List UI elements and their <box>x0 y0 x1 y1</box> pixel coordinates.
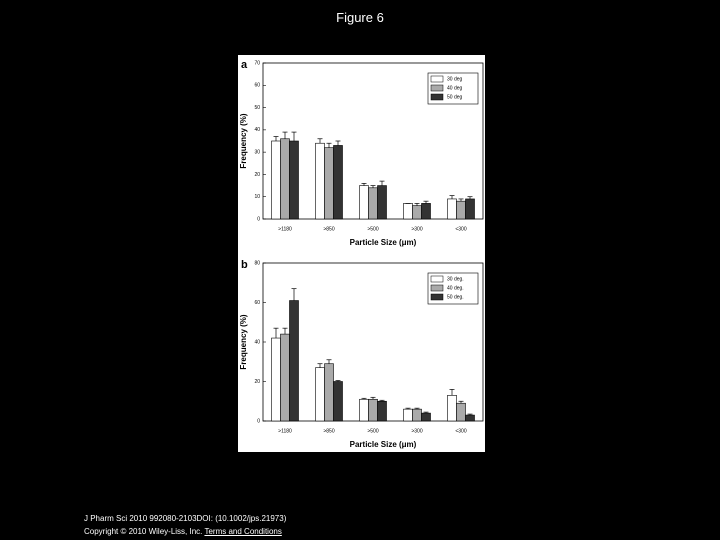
bar <box>403 203 413 220</box>
bar <box>412 205 422 220</box>
panel-label: b <box>241 259 248 271</box>
y-tick-label: 60 <box>254 300 260 306</box>
y-tick-label: 20 <box>254 379 260 385</box>
bar <box>447 395 457 422</box>
bar <box>368 398 378 422</box>
terms-link[interactable]: Terms and Conditions <box>204 527 282 536</box>
y-tick-label: 60 <box>254 83 260 89</box>
legend-swatch <box>430 84 444 92</box>
bar <box>324 363 334 422</box>
y-tick-label: 40 <box>254 127 260 133</box>
bar <box>315 367 325 422</box>
x-tick-label: >1180 <box>278 226 292 232</box>
copyright-line: Copyright © 2010 Wiley-Liss, Inc. Terms … <box>84 527 282 536</box>
y-tick-label: 70 <box>254 60 260 66</box>
bar <box>315 142 325 220</box>
bar <box>271 337 281 422</box>
bar <box>324 147 334 220</box>
slide-title: Figure 6 <box>336 10 384 25</box>
x-axis-label: Particle Size (μm) <box>350 440 417 449</box>
x-tick-label: >300 <box>411 428 422 434</box>
bar <box>377 400 387 422</box>
bar <box>421 412 431 422</box>
x-tick-label: >500 <box>367 226 378 232</box>
bar <box>271 140 281 220</box>
citation: J Pharm Sci 2010 992080-2103DOI: (10.100… <box>84 514 287 523</box>
y-tick-label: 0 <box>257 216 260 222</box>
y-axis-label: Frequency (%) <box>239 314 248 369</box>
bar <box>456 200 466 220</box>
copyright: Copyright © 2010 Wiley-Liss, Inc. <box>84 527 203 536</box>
legend-swatch <box>430 93 444 101</box>
y-tick-label: 40 <box>254 339 260 345</box>
x-tick-label: <300 <box>455 428 466 434</box>
legend-swatch <box>430 75 444 83</box>
y-tick-label: 20 <box>254 172 260 178</box>
x-tick-label: <300 <box>455 226 466 232</box>
legend-label: 30 deg <box>447 76 463 82</box>
legend-label: 40 deg. <box>447 285 464 291</box>
y-tick-label: 10 <box>254 194 260 200</box>
bar <box>421 203 431 220</box>
x-tick-label: >1180 <box>278 428 292 434</box>
bar <box>403 408 413 422</box>
bar <box>359 185 369 220</box>
legend-label: 40 deg <box>447 85 463 91</box>
x-axis-label: Particle Size (μm) <box>350 238 417 247</box>
bar <box>333 381 343 422</box>
x-tick-label: >850 <box>323 428 334 434</box>
legend-swatch <box>430 284 444 292</box>
y-tick-label: 50 <box>254 105 260 111</box>
y-tick-label: 30 <box>254 149 260 155</box>
panel-label: a <box>241 59 248 71</box>
bar <box>447 198 457 220</box>
bar <box>280 138 290 220</box>
bar <box>465 414 475 422</box>
bar <box>377 185 387 220</box>
bar <box>333 145 343 220</box>
y-tick-label: 80 <box>254 260 260 266</box>
legend-swatch <box>430 275 444 283</box>
bar <box>289 300 299 422</box>
bar <box>412 408 422 422</box>
legend-label: 50 deg. <box>447 294 464 300</box>
bar <box>359 398 369 422</box>
x-tick-label: >850 <box>323 226 334 232</box>
bar <box>465 198 475 220</box>
x-tick-label: >300 <box>411 226 422 232</box>
y-axis-label: Frequency (%) <box>239 113 248 168</box>
bar <box>280 333 290 422</box>
legend-label: 50 deg <box>447 94 463 100</box>
bar <box>289 140 299 220</box>
bar <box>368 187 378 220</box>
legend-swatch <box>430 293 444 301</box>
y-tick-label: 0 <box>257 418 260 424</box>
x-tick-label: >500 <box>367 428 378 434</box>
bar <box>456 402 466 422</box>
legend-label: 30 deg. <box>447 276 464 282</box>
